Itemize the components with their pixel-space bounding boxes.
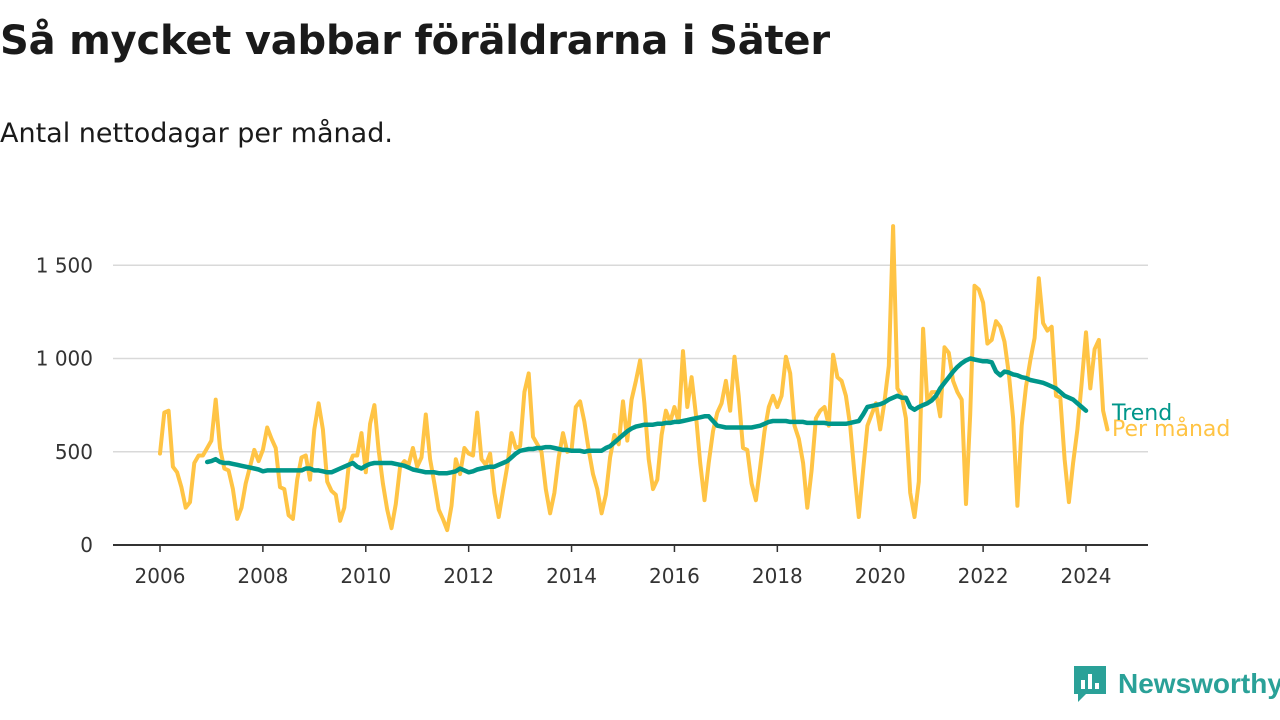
monthly-series-label: Per månad (1112, 416, 1230, 442)
x-tick-label: 2014 (546, 564, 597, 588)
x-tick-label: 2020 (855, 564, 906, 588)
brand-name: Newsworthy (1118, 668, 1280, 699)
y-tick-label: 1 500 (36, 253, 93, 277)
x-tick-label: 2006 (135, 564, 186, 588)
y-tick-label: 500 (55, 440, 93, 464)
x-tick-label: 2008 (237, 564, 288, 588)
y-tick-label: 0 (80, 533, 93, 557)
trend-line (204, 356, 1089, 476)
y-tick-label: 1 000 (36, 347, 93, 371)
page-subtitle: Antal nettodagar per månad. (0, 118, 393, 149)
monthly-line (158, 224, 1110, 533)
x-tick-label: 2016 (649, 564, 700, 588)
brand-logo[interactable]: Newsworthy (1072, 664, 1280, 704)
newsworthy-logo-icon (1074, 666, 1106, 702)
x-tick-label: 2010 (340, 564, 391, 588)
x-tick-label: 2022 (958, 564, 1009, 588)
x-tick-label: 2018 (752, 564, 803, 588)
series-lines (158, 224, 1110, 533)
x-tick-label: 2012 (443, 564, 494, 588)
page-title: Så mycket vabbar föräldrarna i Säter (0, 18, 830, 64)
trend-series-label: Trend (1111, 401, 1172, 426)
x-tick-label: 2024 (1061, 564, 1112, 588)
axes: 0 500 1 000 1 500 2006 2008 2010 2012 2014 2016 20… (36, 253, 1148, 588)
